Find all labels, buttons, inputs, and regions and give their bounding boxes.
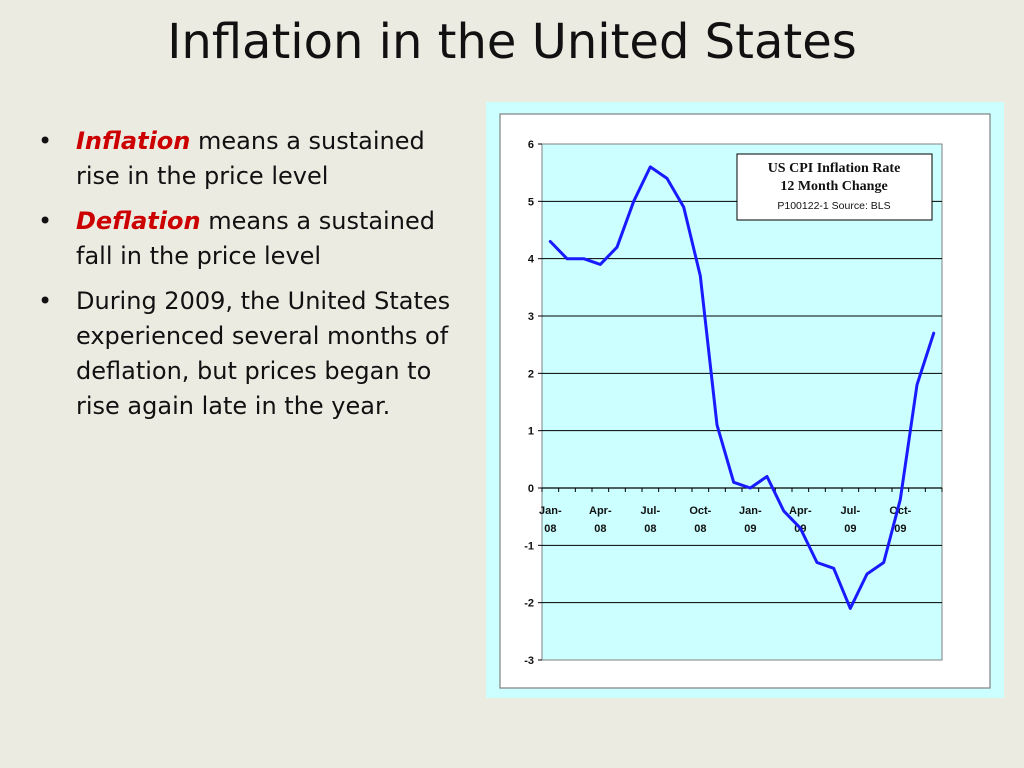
slide-title: Inflation in the United States <box>167 14 857 70</box>
series-layer <box>548 165 936 610</box>
y-tick-label: 6 <box>528 139 534 151</box>
y-tick-label: 4 <box>528 254 535 266</box>
chart-subtitle: 12 Month Change <box>780 179 887 194</box>
bullet-icon: • <box>38 207 53 235</box>
y-tick-label: 5 <box>528 196 534 208</box>
y-axis-labels: 6 5 4 3 2 1 0 -1 -2 -3 <box>524 139 535 667</box>
bullet-item: • Inflation means a sustained rise in the… <box>30 124 470 194</box>
bullet-text: During 2009, the United States experienc… <box>76 287 451 420</box>
y-tick-label: 3 <box>528 311 534 323</box>
chart-source-note: P100122-1 Source: BLS <box>777 200 890 212</box>
x-tick-label-bottom: 08 <box>594 523 606 535</box>
x-tick-label-top: Oct- <box>889 505 911 517</box>
x-tick-label-bottom: 09 <box>844 523 856 535</box>
x-tick-label-top: Jan- <box>739 505 762 517</box>
bullet-item: • During 2009, the United States experien… <box>30 284 470 424</box>
chart-title: US CPI Inflation Rate <box>768 161 901 176</box>
bullet-list: • Inflation means a sustained rise in the… <box>30 124 470 434</box>
chart-frame: 6 5 4 3 2 1 0 -1 -2 -3 Jan- 08 Apr- 08 Jul- 08 Oct- 08 Ja… <box>486 102 1004 698</box>
inflation-chart: 6 5 4 3 2 1 0 -1 -2 -3 Jan- 08 Apr- 08 Jul- 08 Oct- 08 Ja… <box>499 113 991 689</box>
x-tick-label-top: Jul- <box>641 505 661 517</box>
y-tick-label: -2 <box>524 598 534 610</box>
chart-legend-box: US CPI Inflation Rate 12 Month Change P1… <box>736 153 933 221</box>
x-tick-label-bottom: 09 <box>744 523 756 535</box>
x-tick-label-top: Apr- <box>589 505 612 517</box>
x-tick-label-top: Oct- <box>689 505 711 517</box>
x-tick-label-bottom: 08 <box>694 523 706 535</box>
x-tick-label-bottom: 08 <box>544 523 556 535</box>
x-tick-label-top: Apr- <box>789 505 812 517</box>
x-tick-label-bottom: 08 <box>644 523 656 535</box>
bullet-text: means a sustained rise in the price leve… <box>76 127 425 190</box>
y-tick-label: 2 <box>528 368 534 380</box>
axis-ticks <box>538 143 943 661</box>
bullet-icon: • <box>38 287 53 315</box>
x-tick-label-bottom: 09 <box>894 523 906 535</box>
bullet-item: • Deflation means a sustained fall in the… <box>30 204 470 274</box>
legend-box <box>736 153 933 221</box>
cpi-series-line <box>548 165 936 610</box>
x-tick-label-top: Jul- <box>841 505 861 517</box>
plot-area <box>541 143 943 661</box>
x-tick-label-top: Jan- <box>539 505 562 517</box>
y-tick-label: -3 <box>524 655 534 667</box>
y-tick-label: -1 <box>524 540 534 552</box>
bullet-term: Inflation <box>76 127 191 155</box>
y-tick-label: 1 <box>528 426 534 438</box>
bullet-term: Deflation <box>76 207 201 235</box>
y-tick-label: 0 <box>528 483 534 495</box>
bullet-icon: • <box>38 127 53 155</box>
bullet-text: means a sustained fall in the price leve… <box>76 207 435 270</box>
